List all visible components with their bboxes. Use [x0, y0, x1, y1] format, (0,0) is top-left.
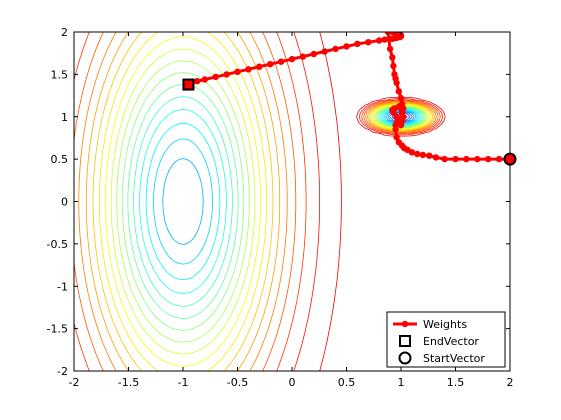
- weights-point: [463, 155, 470, 163]
- weights-point: [354, 40, 361, 48]
- y-tick-label: -2: [57, 365, 68, 378]
- y-tick-label: 1: [61, 111, 68, 124]
- y-tick-label: 0.5: [51, 153, 69, 166]
- contour-level-17: [92, 32, 434, 371]
- start-vector-marker: [503, 152, 517, 166]
- weights-point: [223, 71, 230, 78]
- y-tick-label: -1.5: [47, 323, 68, 336]
- weights-point: [391, 71, 398, 78]
- weights-point: [390, 62, 397, 70]
- y-tick-label: -1: [57, 280, 68, 293]
- weights-point: [201, 76, 208, 83]
- y-tick-label: 0: [61, 196, 68, 209]
- weights-point: [212, 73, 219, 81]
- x-tick-label: 0: [289, 376, 296, 389]
- contour-level-8: [145, 108, 420, 281]
- weights-point: [452, 155, 459, 163]
- series-layer: [185, 32, 510, 163]
- weights-point: [256, 63, 263, 70]
- weights-point: [393, 133, 400, 141]
- contour-lines: [74, 32, 446, 371]
- weights-point: [432, 154, 440, 161]
- weights-point: [495, 155, 503, 163]
- axis-ticks: -2 -1.5 -1 -0.5 0 0.5 1 1.5 2 -2 -1.5 -1 -0.5 0 0.5 1 1.…: [47, 26, 514, 389]
- contour-level-15: [104, 36, 431, 367]
- legend-start-vector-label: StartVector: [423, 352, 485, 365]
- contour-level-19: [78, 32, 437, 371]
- weights-point: [426, 152, 433, 159]
- weights-point: [332, 45, 339, 53]
- weights-point: [397, 94, 405, 102]
- weights-point: [310, 50, 317, 58]
- legend-end-vector-label: EndVector: [423, 335, 479, 348]
- weights-point: [299, 53, 307, 60]
- weights-point: [441, 155, 448, 163]
- weights-point: [381, 36, 388, 43]
- weights-point: [288, 55, 296, 63]
- weights-point: [234, 68, 241, 76]
- legend-start-vector-marker: [398, 351, 412, 365]
- contour-level-9: [139, 107, 422, 294]
- legend-end-vector-marker: [399, 335, 411, 347]
- x-tick-label: -1: [178, 376, 189, 389]
- contour-level-20: [74, 32, 439, 371]
- contour-level-10: [133, 96, 423, 307]
- x-tick-label: -1.5: [118, 376, 139, 389]
- weights-point: [389, 54, 396, 61]
- end-vector-marker: [182, 78, 195, 91]
- weights-point: [398, 100, 406, 108]
- weights-point: [386, 35, 394, 42]
- y-tick-label: -0.5: [47, 238, 68, 251]
- weights-point: [277, 58, 285, 65]
- weights-point: [245, 66, 252, 73]
- weights-point: [395, 139, 402, 146]
- contour-level-12: [121, 72, 426, 331]
- contour-level-21: [74, 32, 441, 371]
- contour-level-13: [116, 60, 428, 343]
- weights-point: [485, 155, 492, 163]
- weights-point: [414, 150, 421, 158]
- weights-point: [365, 39, 372, 46]
- weights-point: [343, 43, 350, 50]
- contour-level-7: [153, 109, 419, 265]
- weights-point: [419, 151, 426, 159]
- weights-point: [194, 78, 201, 85]
- legend-box: [386, 311, 506, 368]
- weights-point: [396, 120, 404, 127]
- x-tick-label: 1.5: [447, 376, 465, 389]
- legend-weights-label: Weights: [423, 318, 467, 331]
- contour-level-16: [99, 32, 432, 371]
- x-tick-label: 2: [507, 376, 514, 389]
- y-tick-label: 2: [61, 26, 68, 39]
- x-tick-label: 1: [398, 376, 405, 389]
- legend: Weights EndVector StartVector: [386, 311, 506, 368]
- x-tick-label: -2: [69, 376, 80, 389]
- x-tick-label: 0.5: [338, 376, 356, 389]
- weights-point: [395, 88, 402, 95]
- weights-point: [397, 115, 405, 122]
- x-tick-label: -0.5: [227, 376, 248, 389]
- weights-point: [386, 45, 394, 53]
- weights-point: [321, 48, 328, 55]
- contour-level-18: [85, 32, 435, 371]
- y-tick-label: 1.5: [51, 68, 69, 81]
- legend-weights-dot: [401, 320, 409, 328]
- weights-point: [474, 155, 481, 163]
- weights-point: [376, 37, 383, 44]
- weights-point: [267, 60, 274, 68]
